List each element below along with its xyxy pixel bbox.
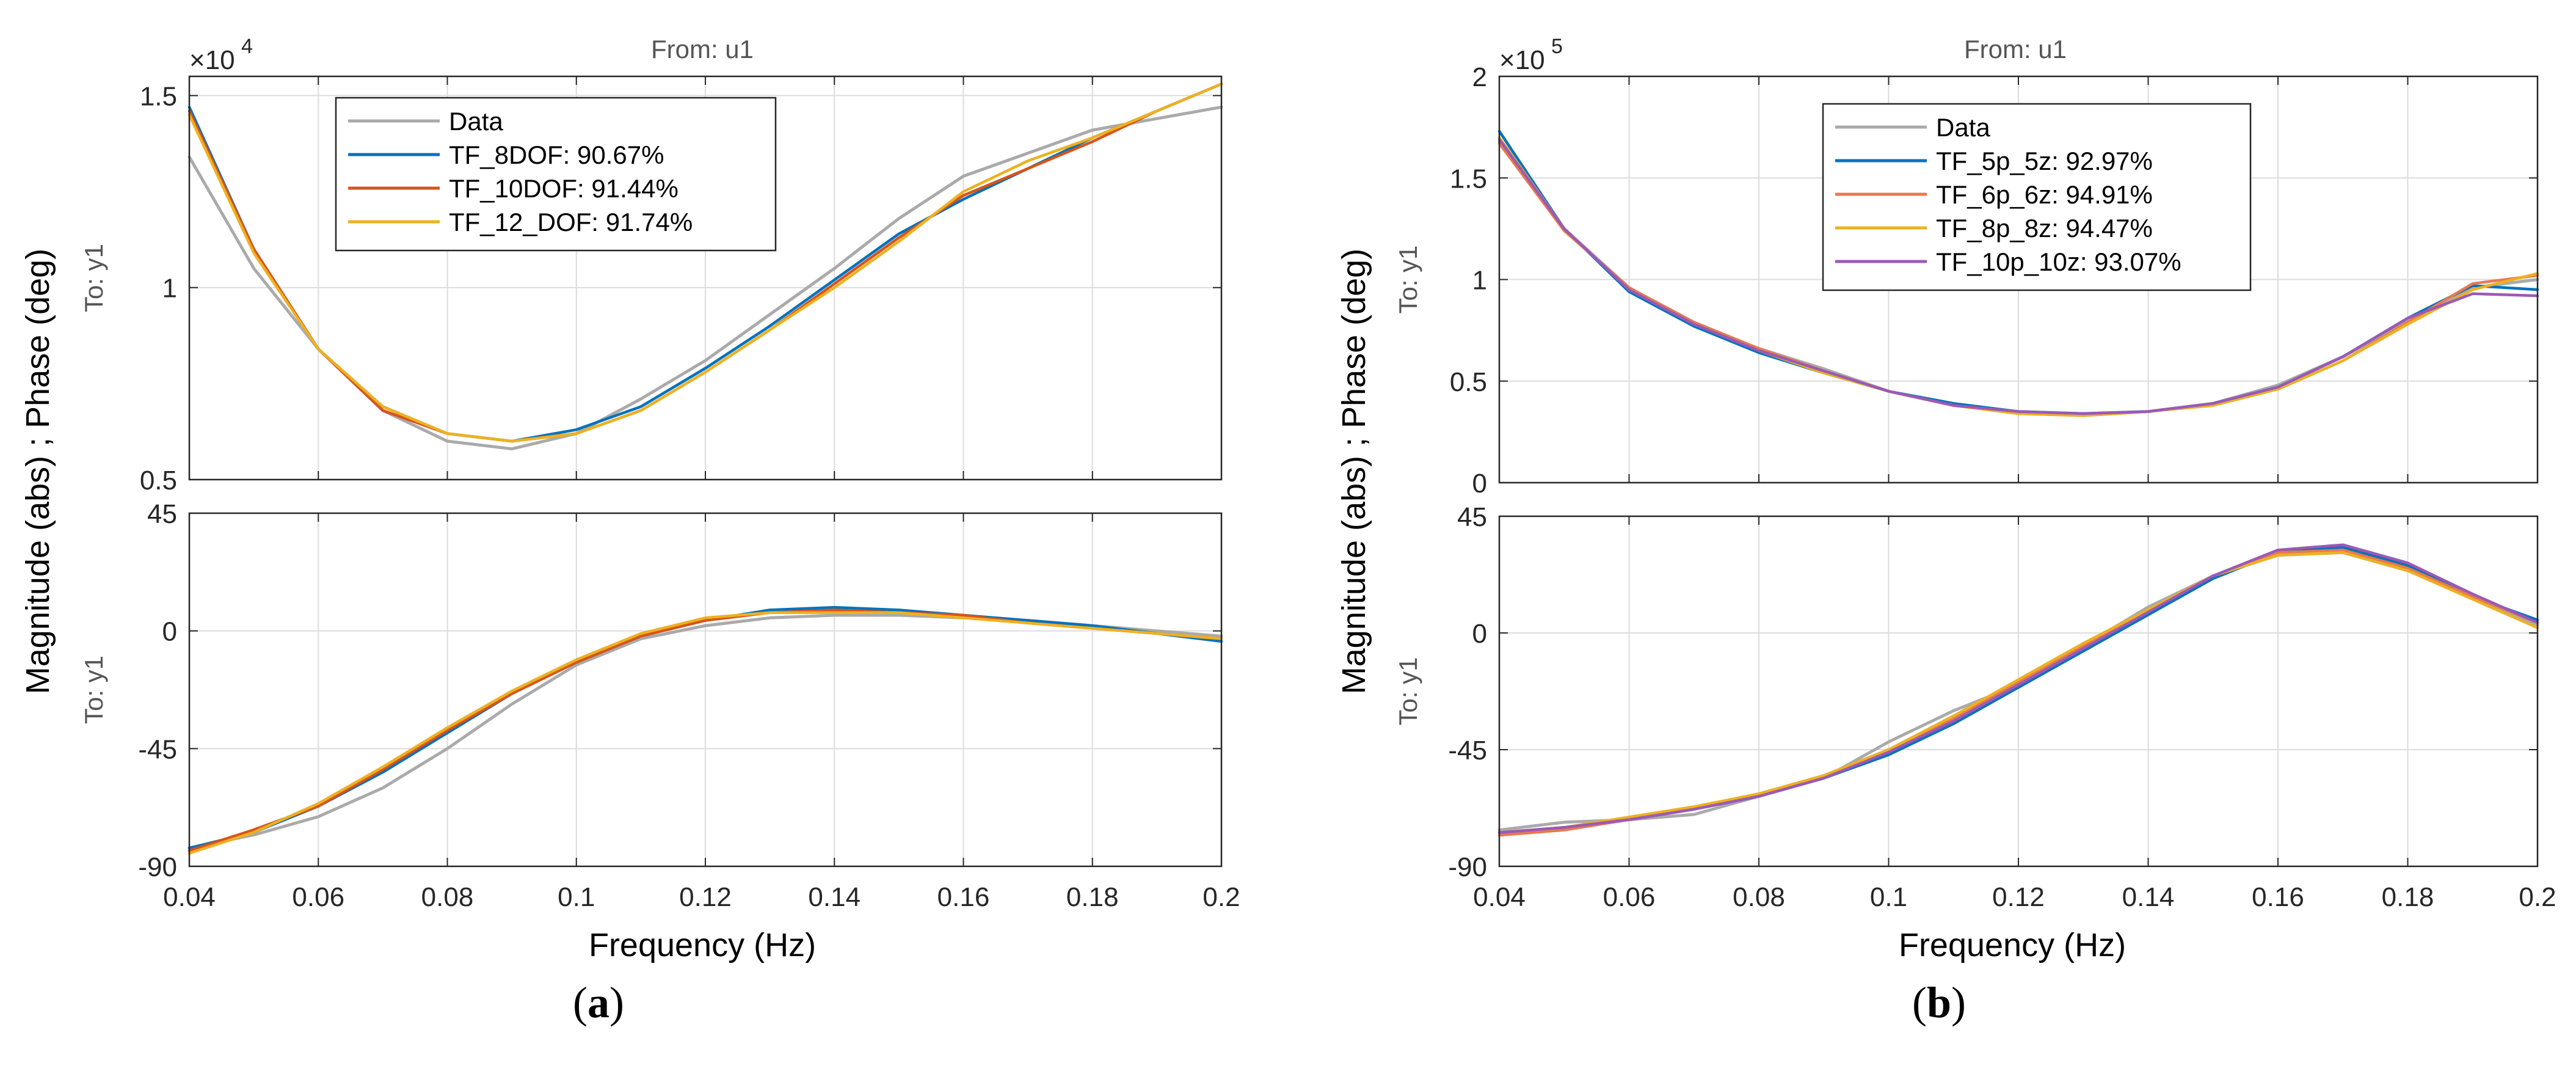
chart-a-x-tick-label: 0.06 xyxy=(292,882,344,912)
chart-a-magnitude-axes-box xyxy=(188,75,1223,481)
chart-b-magnitude-y-tick-label: 1 xyxy=(1472,266,1487,296)
chart-b-phase-y-tick-label: -45 xyxy=(1448,736,1487,766)
chart-b-legend-entry-0: Data xyxy=(1936,113,1990,142)
chart-a-exponent-label: ×10 xyxy=(189,45,235,75)
panel-label-a: (a) xyxy=(573,978,624,1027)
chart-a-x-tick-label: 0.04 xyxy=(163,882,216,912)
chart-b-x-tick-label: 0.18 xyxy=(2382,882,2434,912)
chart-a-legend-entry-0: Data xyxy=(449,107,503,136)
panel-label-b: (b) xyxy=(1912,978,1966,1027)
chart-a-phase-y-tick-label: 0 xyxy=(162,617,177,647)
chart-a-legend-box xyxy=(335,97,777,252)
chart-b-x-tick-label: 0.08 xyxy=(1733,882,1785,912)
chart-b-phase-series-4 xyxy=(1497,543,2539,835)
chart-a-exponent-power: 4 xyxy=(241,35,253,58)
chart-b-legend-box xyxy=(1822,103,2252,291)
chart-b-x-tick-label: 0.06 xyxy=(1603,882,1656,912)
chart-a-phase-to-label: To: y1 xyxy=(79,656,108,724)
chart-b-x-axis-label: Frequency (Hz) xyxy=(1899,927,2126,963)
chart-a-x-tick-label: 0.2 xyxy=(1202,882,1240,912)
chart-b-magnitude-series-4 xyxy=(1497,137,2539,415)
chart-b-x-tick-label: 0.12 xyxy=(1992,882,2045,912)
chart-b-magnitude-y-tick-label: 1.5 xyxy=(1450,164,1487,194)
chart-b-legend-entry-3: TF_8p_8z: 94.47% xyxy=(1936,214,2153,243)
chart-a-magnitude-y-tick-label: 1 xyxy=(162,274,177,304)
chart-b-x-tick-label: 0.04 xyxy=(1473,882,1526,912)
chart-b-phase-axes-box xyxy=(1498,515,2539,868)
chart-b-legend-entry-2: TF_6p_6z: 94.91% xyxy=(1936,180,2153,209)
chart-a-y-axis-label: Magnitude (abs) ; Phase (deg) xyxy=(20,249,56,694)
chart-b-x-tick-label: 0.1 xyxy=(1870,882,1907,912)
chart-b-legend-entry-4: TF_10p_10z: 93.07% xyxy=(1936,247,2181,276)
chart-b-phase-series-3 xyxy=(1497,551,2539,835)
chart-b-magnitude-y-tick-label: 0.5 xyxy=(1450,367,1487,397)
chart-b-phase-to-label: To: y1 xyxy=(1394,657,1422,725)
chart-b-magnitude-y-tick-label: 2 xyxy=(1472,62,1487,92)
chart-b-exponent-label: ×10 xyxy=(1499,45,1545,75)
chart-b-from-label: From: u1 xyxy=(1964,35,2067,64)
chart-b-phase-y-tick-label: 45 xyxy=(1457,502,1487,532)
chart-a-magnitude-series-3 xyxy=(187,82,1223,443)
chart-b-magnitude-to-label: To: y1 xyxy=(1394,245,1422,313)
chart-b-magnitude-y-tick-label: 0 xyxy=(1472,469,1487,499)
chart-b-magnitude-axes-box xyxy=(1498,75,2539,484)
chart-a-x-tick-label: 0.18 xyxy=(1066,882,1119,912)
chart-a-from-label: From: u1 xyxy=(651,35,754,64)
chart-a-phase-series-3 xyxy=(187,611,1223,855)
chart-a-legend-entry-1: TF_8DOF: 90.67% xyxy=(449,141,664,169)
chart-a-x-tick-label: 0.08 xyxy=(421,882,474,912)
chart-a-x-tick-label: 0.12 xyxy=(679,882,732,912)
chart-b-legend-entry-1: TF_5p_5z: 92.97% xyxy=(1936,147,2153,175)
chart-a-x-tick-label: 0.16 xyxy=(937,882,990,912)
chart-b-x-tick-label: 0.16 xyxy=(2252,882,2304,912)
chart-b-phase-y-tick-label: -90 xyxy=(1448,852,1487,882)
chart-a-phase-axes-box xyxy=(188,512,1223,868)
chart-a-x-tick-label: 0.1 xyxy=(558,882,595,912)
chart-a-legend-entry-2: TF_10DOF: 91.44% xyxy=(449,174,679,203)
chart-a-phase-y-tick-label: 45 xyxy=(147,499,177,529)
chart-b-phase-y-tick-label: 0 xyxy=(1472,619,1487,649)
chart-a-phase-y-tick-label: -45 xyxy=(138,734,177,764)
chart-a-phase-y-tick-label: -90 xyxy=(138,852,177,882)
chart-a-magnitude-y-tick-label: 1.5 xyxy=(140,81,177,111)
chart-a-legend-entry-3: TF_12_DOF: 91.74% xyxy=(449,208,693,236)
chart-b-y-axis-label: Magnitude (abs) ; Phase (deg) xyxy=(1336,249,1372,694)
chart-b-exponent-power: 5 xyxy=(1551,35,1563,58)
chart-b-x-tick-label: 0.14 xyxy=(2122,882,2175,912)
chart-a-magnitude-to-label: To: y1 xyxy=(79,244,108,312)
chart-a-x-tick-label: 0.14 xyxy=(808,882,860,912)
chart-a-x-axis-label: Frequency (Hz) xyxy=(589,927,816,963)
chart-b-x-tick-label: 0.2 xyxy=(2519,882,2556,912)
chart-a-magnitude-y-tick-label: 0.5 xyxy=(140,466,177,495)
